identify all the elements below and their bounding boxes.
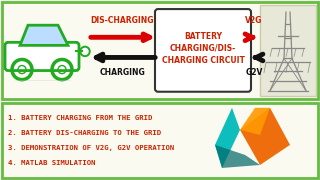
Circle shape bbox=[82, 48, 88, 54]
FancyBboxPatch shape bbox=[260, 5, 316, 96]
Polygon shape bbox=[240, 108, 290, 165]
FancyBboxPatch shape bbox=[2, 2, 318, 99]
Circle shape bbox=[80, 46, 90, 57]
Text: CHARGING: CHARGING bbox=[99, 68, 145, 76]
Text: 2. BATTERY DIS-CHARGING TO THE GRID: 2. BATTERY DIS-CHARGING TO THE GRID bbox=[8, 130, 161, 136]
Text: DIS-CHARGING: DIS-CHARGING bbox=[90, 16, 154, 25]
Text: 1. BATTERY CHARGING FROM THE GRID: 1. BATTERY CHARGING FROM THE GRID bbox=[8, 115, 152, 121]
Polygon shape bbox=[20, 25, 68, 45]
Text: 3. DEMONSTRATION OF V2G, G2V OPERATION: 3. DEMONSTRATION OF V2G, G2V OPERATION bbox=[8, 145, 174, 151]
Text: 4. MATLAB SIMULATION: 4. MATLAB SIMULATION bbox=[8, 160, 95, 166]
Polygon shape bbox=[215, 108, 240, 168]
Text: V2G: V2G bbox=[245, 16, 263, 25]
FancyBboxPatch shape bbox=[155, 9, 251, 92]
Text: BATTERY
CHARGING/DIS-
CHARGING CIRCUIT: BATTERY CHARGING/DIS- CHARGING CIRCUIT bbox=[162, 32, 244, 65]
FancyBboxPatch shape bbox=[5, 42, 79, 71]
Polygon shape bbox=[240, 108, 270, 135]
Polygon shape bbox=[215, 145, 260, 168]
Text: G2V: G2V bbox=[245, 68, 263, 76]
FancyBboxPatch shape bbox=[2, 103, 318, 178]
